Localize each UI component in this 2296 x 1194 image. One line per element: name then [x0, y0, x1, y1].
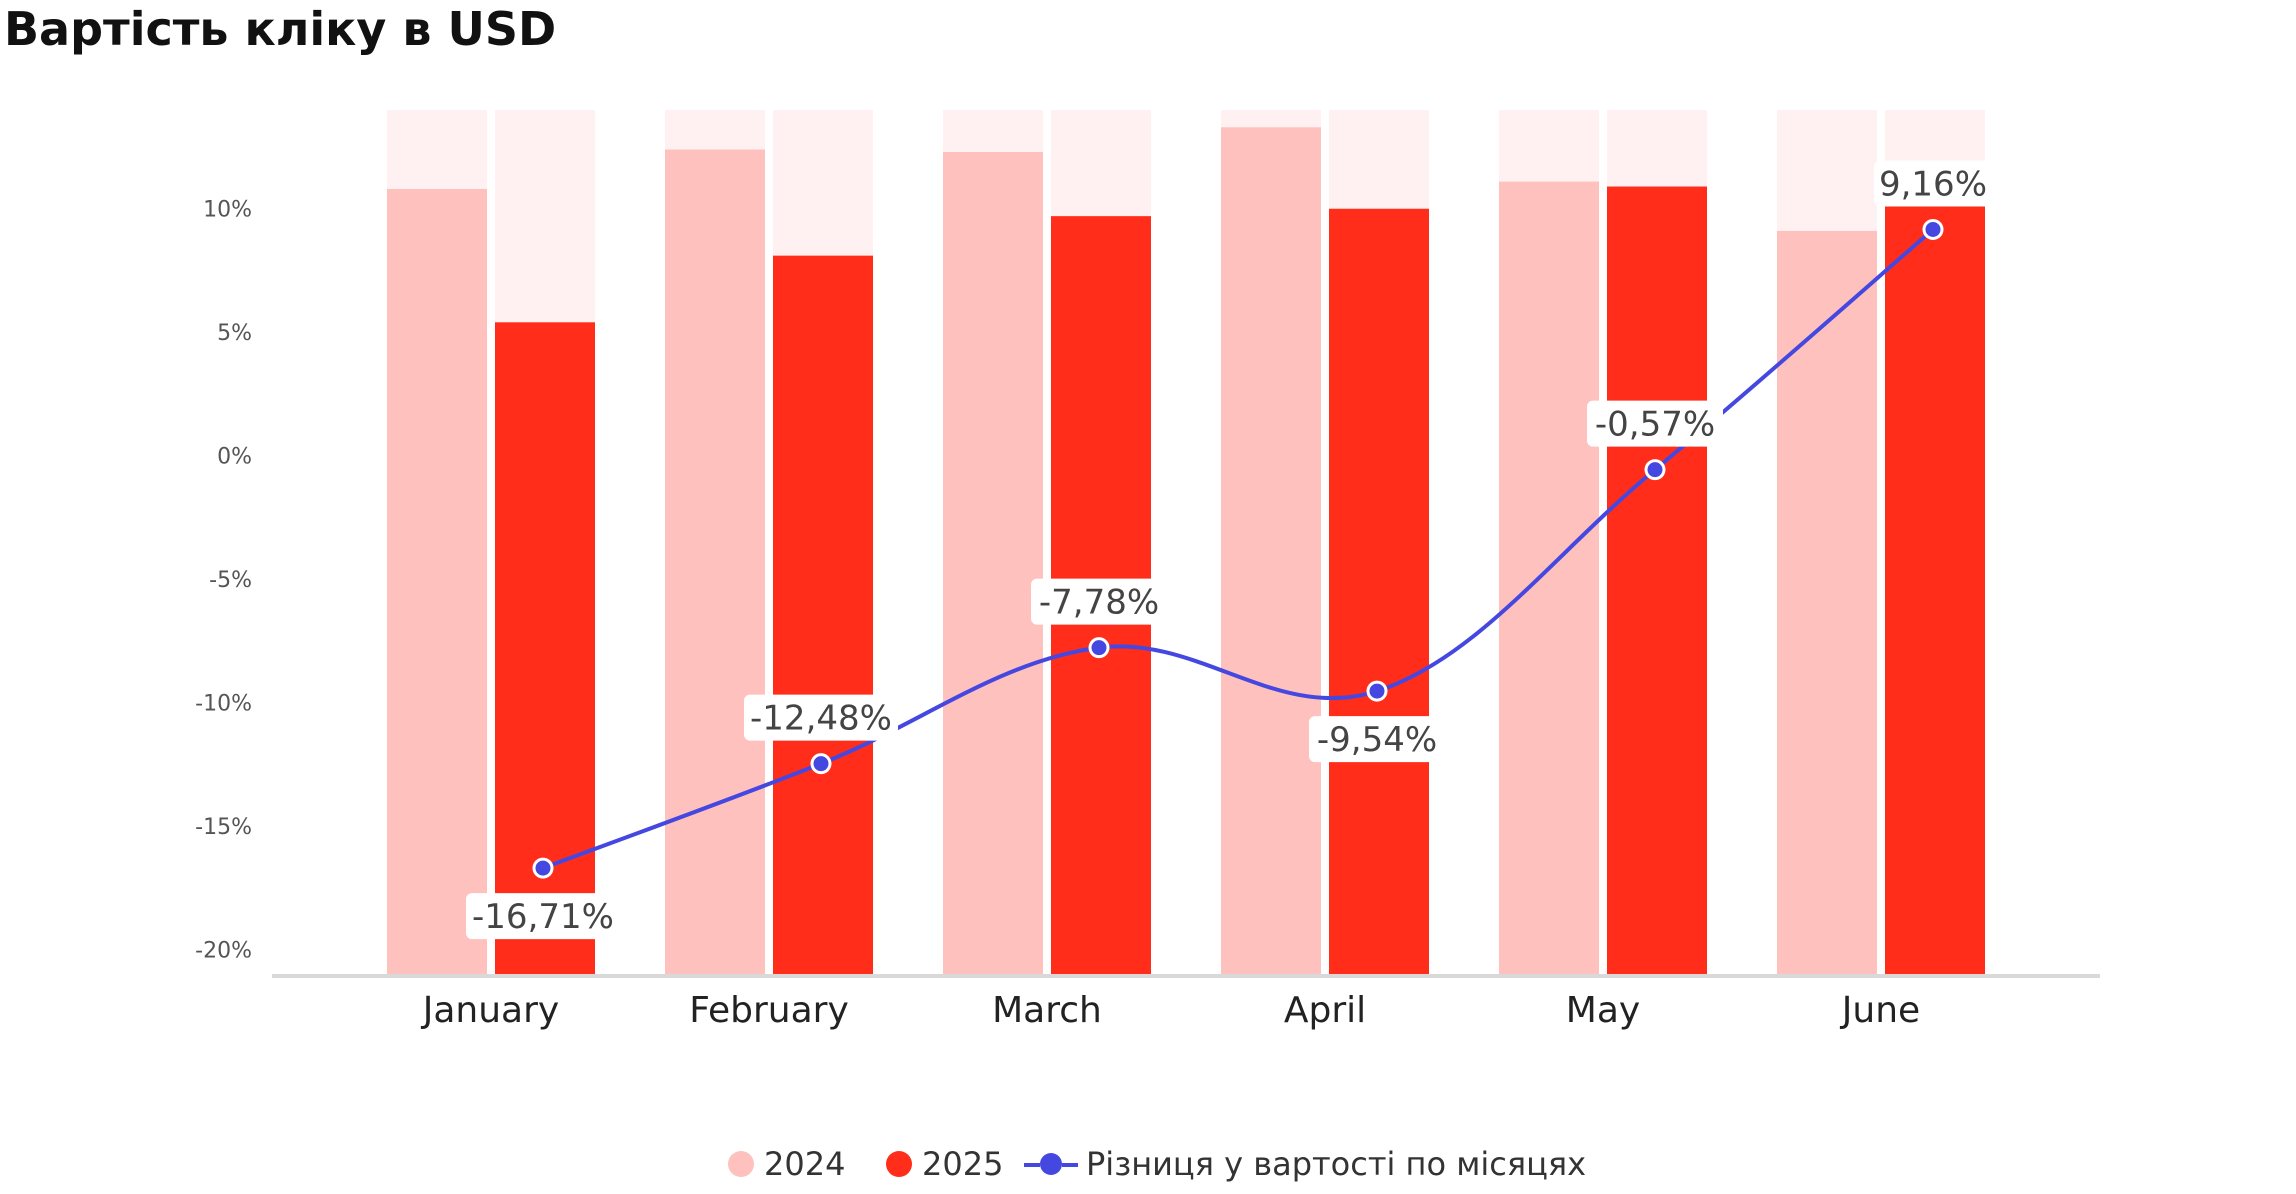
- difference-label-april: -9,54%: [1309, 716, 1445, 763]
- difference-point-may[interactable]: [1644, 459, 1666, 481]
- data-label-box: [744, 694, 898, 741]
- y-tick-label: -15%: [195, 815, 252, 840]
- legend-label-2024: 2024: [764, 1145, 846, 1183]
- data-label-text: -16,71%: [472, 897, 614, 937]
- difference-label-june: 9,16%: [1874, 160, 1992, 207]
- legend-label-2025: 2025: [922, 1145, 1004, 1183]
- y-tick-label: -5%: [209, 568, 252, 593]
- legend-item-2024[interactable]: 2024: [728, 1142, 845, 1186]
- difference-point-february[interactable]: [810, 753, 832, 775]
- bar-2024-february[interactable]: [665, 149, 765, 975]
- data-label-text: -12,48%: [750, 699, 892, 739]
- bar-2024-january[interactable]: [387, 188, 487, 975]
- bar-2024-april[interactable]: [1221, 127, 1321, 974]
- x-tick-label-may: May: [1566, 990, 1640, 1031]
- combo-chart: 10% 5% 0% -5% -10% -15% -20% January February Ma…: [195, 110, 2100, 1031]
- legend-label-difference: Різниця у вартості по місяцях: [1086, 1145, 1587, 1183]
- bar-2025-february[interactable]: [773, 255, 873, 974]
- difference-label-may: -0,57%: [1587, 400, 1723, 447]
- difference-points: [532, 218, 1944, 879]
- bar-background-group: [387, 110, 1985, 974]
- data-label-box: [1874, 160, 1992, 207]
- legend-line-marker-icon: [1024, 1151, 1078, 1177]
- difference-label-january: -16,71%: [466, 893, 620, 940]
- data-label-text: 9,16%: [1879, 164, 1987, 204]
- legend-item-difference[interactable]: Різниця у вартості по місяцях: [1024, 1142, 1586, 1186]
- x-tick-label-april: April: [1284, 990, 1366, 1031]
- difference-point-april[interactable]: [1366, 680, 1388, 702]
- data-label-box: [1587, 400, 1723, 447]
- y-tick-label: -20%: [195, 938, 252, 963]
- x-tick-label-march: March: [992, 990, 1102, 1031]
- bar-2024-may[interactable]: [1499, 181, 1599, 975]
- y-axis-ticks: 10% 5% 0% -5% -10% -15% -20%: [195, 198, 252, 964]
- bar-group: [387, 127, 1985, 975]
- bar-2024-june[interactable]: [1777, 230, 1877, 974]
- data-label-box: [1309, 716, 1445, 763]
- y-tick-label: -10%: [195, 691, 252, 716]
- y-tick-label: 0%: [217, 445, 252, 470]
- legend-swatch-2025: [886, 1151, 912, 1177]
- data-label-text: -7,78%: [1039, 583, 1159, 623]
- y-tick-label: 5%: [217, 321, 252, 346]
- bar-2024-march[interactable]: [943, 151, 1043, 975]
- x-axis-ticks: January February March April May June: [421, 990, 1920, 1031]
- x-tick-label-june: June: [1840, 990, 1920, 1031]
- legend: 2024 2025 Різниця у вартості по місяцях: [0, 1142, 2296, 1186]
- difference-point-march[interactable]: [1088, 637, 1110, 659]
- y-tick-label: 10%: [203, 198, 252, 223]
- x-tick-label-february: February: [689, 990, 849, 1031]
- data-label-box: [466, 893, 620, 940]
- legend-swatch-2024: [728, 1151, 754, 1177]
- data-label-text: -9,54%: [1317, 720, 1437, 760]
- difference-label-february: -12,48%: [744, 694, 898, 741]
- x-tick-label-january: January: [421, 990, 559, 1031]
- legend-item-2025[interactable]: 2025: [886, 1142, 1003, 1186]
- data-label-box: [1031, 578, 1167, 625]
- difference-point-june[interactable]: [1922, 218, 1944, 240]
- bar-2025-may[interactable]: [1607, 186, 1707, 975]
- bar-2025-april[interactable]: [1329, 208, 1429, 974]
- difference-label-march: -7,78%: [1031, 578, 1167, 625]
- data-label-text: -0,57%: [1595, 405, 1715, 445]
- difference-point-january[interactable]: [532, 857, 554, 879]
- difference-labels: -16,71% -12,48% -7,78% -9,54% -0,57% 9,16%: [466, 160, 1992, 940]
- bar-2025-june[interactable]: [1885, 161, 1985, 975]
- chart-title: Вартість кліку в USD: [4, 2, 557, 56]
